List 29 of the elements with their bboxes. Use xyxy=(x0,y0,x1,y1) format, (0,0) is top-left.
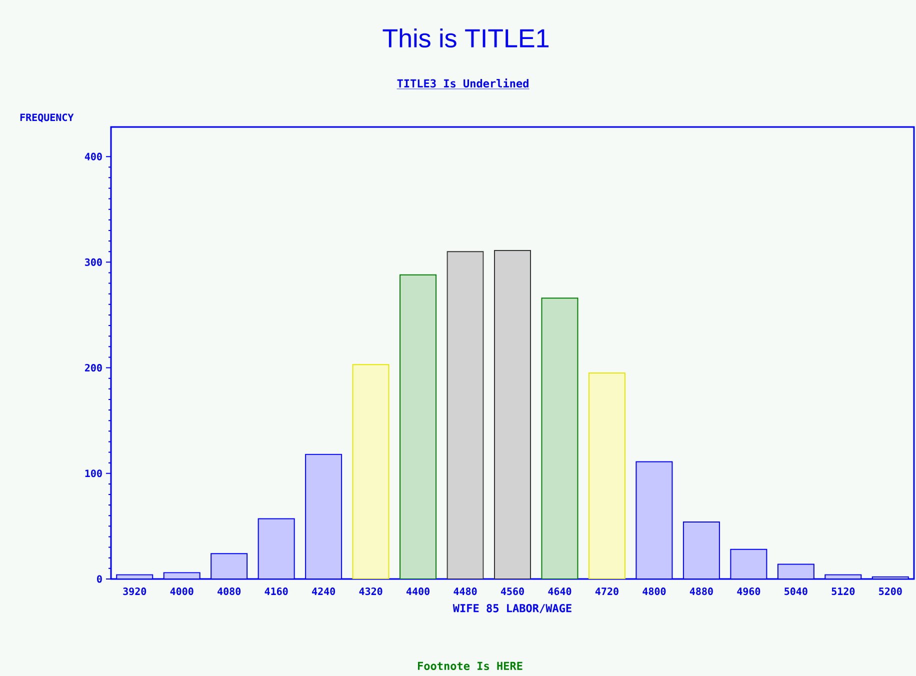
x-tick-label: 4880 xyxy=(690,588,713,596)
x-tick-label: 4320 xyxy=(359,588,382,596)
x-tick-label: 4400 xyxy=(406,588,430,596)
chart-subtitle: TITLE3 Is Underlined xyxy=(397,78,528,88)
x-axis-title: WIFE 85 LABOR/WAGE xyxy=(452,604,572,614)
y-tick-label: 200 xyxy=(84,364,102,372)
text: Footnote Is HERE xyxy=(418,662,522,670)
x-tick-label: 5040 xyxy=(784,588,808,596)
x-tick-label: 4720 xyxy=(595,588,618,596)
x-tick-label: 5200 xyxy=(879,588,902,596)
y-tick-label: 400 xyxy=(84,152,102,160)
x-tick-label: 4560 xyxy=(500,588,524,596)
x-tick-label: 5120 xyxy=(832,588,855,596)
x-tick-label: 4240 xyxy=(312,588,336,596)
x-tick-label: 4080 xyxy=(218,588,241,596)
x-tick-label: 4800 xyxy=(642,588,666,596)
y-tick-label: 300 xyxy=(85,258,102,266)
y-tick-label: 100 xyxy=(85,470,102,478)
x-tick-label: 4000 xyxy=(170,588,194,596)
chart-title: This is TITLE1 xyxy=(382,28,549,48)
x-tick-label: 4480 xyxy=(454,588,477,596)
y-tick-label: 0 xyxy=(97,575,102,583)
x-tick-label: 4960 xyxy=(737,588,760,596)
bar xyxy=(400,274,437,579)
x-tick-label: 4640 xyxy=(548,588,572,596)
x-tick-label: 4160 xyxy=(264,588,288,596)
y-axis-title: FREQUENCY xyxy=(20,114,74,122)
x-tick-label: 3920 xyxy=(123,588,146,596)
bar xyxy=(446,251,484,579)
